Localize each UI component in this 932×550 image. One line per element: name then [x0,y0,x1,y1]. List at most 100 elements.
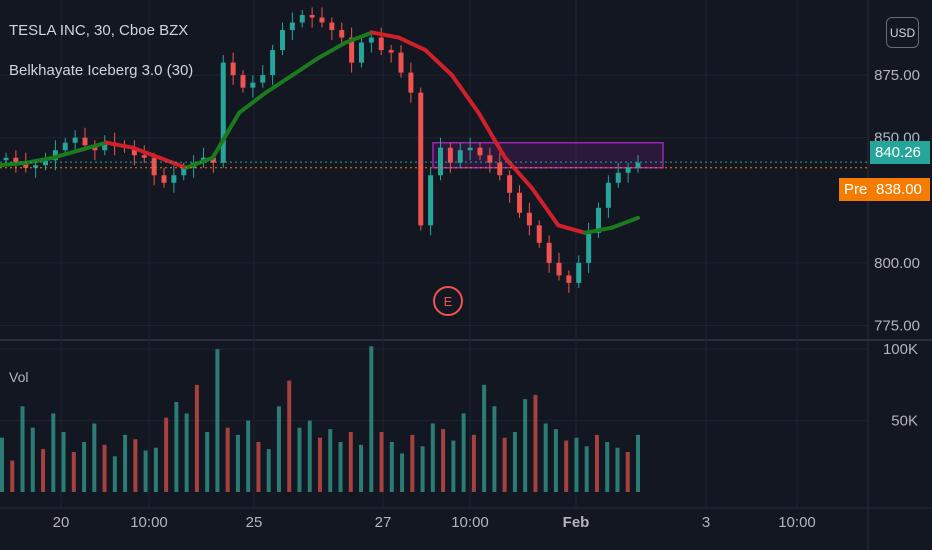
study-title[interactable]: Belkhayate Iceberg 3.0 (30) [9,62,194,79]
volume-bar [256,442,261,492]
volume-bar [430,423,435,492]
volume-bar [266,449,271,492]
candle-body [566,275,572,283]
candle-body [260,75,266,83]
candle-body [349,37,355,63]
volume-bar [215,349,220,492]
candle-body [240,75,246,88]
volume-bar [71,452,76,492]
volume-bar [10,460,15,492]
candle-body [141,155,147,158]
volume-bar [636,434,640,492]
volume-bar [184,413,189,492]
moving-average-segment [343,30,375,45]
volume-bar [194,384,199,492]
moving-average-segment [609,215,640,230]
candle-body [596,207,601,233]
volume-bar [225,427,230,492]
volume-tick-label: 50K [891,413,918,430]
moving-average-segment [263,73,295,95]
candle-body [250,82,256,88]
volume-bars [0,346,640,492]
moving-average-segment [556,223,587,235]
volume-bar [276,406,281,492]
moving-average-segment [0,160,29,168]
moving-average-segment [77,140,109,153]
volume-label[interactable]: Vol [9,369,29,385]
candle-body [102,142,108,151]
volume-bar [369,346,374,492]
volume-bar [338,442,343,492]
moving-average-segment [396,35,428,53]
volume-bar [287,380,292,492]
candle-body [546,242,552,263]
time-tick-label: 10:00 [451,514,489,531]
volume-bar [164,417,169,492]
candle-body [497,162,503,176]
candle-body [329,22,335,31]
candle-body [487,155,493,163]
volume-bar [133,439,138,492]
candle-body [398,52,404,73]
moving-average-segment [104,140,135,150]
time-tick-label: 10:00 [778,514,816,531]
volume-bar [246,420,251,492]
moving-average-segment [290,55,321,78]
volume-bar [574,437,579,492]
candle-body [635,162,641,168]
candle-body [536,225,542,243]
volume-bar [51,413,56,492]
volume-bar [523,399,528,492]
price-candles [3,7,641,293]
volume-bar [615,447,620,492]
candle-body [23,162,29,168]
candle-body [507,175,513,193]
candle-body [280,30,285,51]
candle-body [230,62,236,76]
candle-body [576,262,582,283]
moving-average-segment [210,110,242,160]
volume-bar [451,440,456,492]
moving-average-segment [529,185,561,228]
volume-bar [20,406,25,492]
volume-bar [205,432,210,492]
moving-average-segment [130,145,162,160]
volume-bar [502,437,507,492]
symbol-title[interactable]: TESLA INC, 30, Cboe BZX [9,22,189,39]
time-tick-label: 3 [702,514,710,531]
price-tick-label: 875.00 [874,67,920,84]
candle-body [457,150,463,163]
candle-body [615,172,621,183]
volume-bar [584,446,589,492]
moving-average-segment [503,155,534,190]
moving-average-segment [51,148,82,160]
candle-body [477,147,483,156]
volume-bar [543,423,548,492]
candle-body [82,137,88,146]
candle-body [556,262,562,276]
volume-bar [533,394,538,492]
candle-body [586,232,592,263]
candle-body [33,165,39,168]
candle-body [428,175,434,226]
moving-average-segment [317,40,348,60]
volume-bar [410,434,415,492]
volume-bar [235,434,240,492]
candle-body [270,50,276,76]
candle-body [418,92,424,226]
volume-bar [328,429,333,492]
resistance-zone [432,141,664,169]
currency-button[interactable]: USD [886,17,919,48]
moving-average-segment [449,73,481,115]
volume-bar [420,446,425,492]
volume-bar [512,432,517,492]
earnings-event-marker[interactable]: E [433,286,463,316]
moving-average-segment [423,48,454,78]
candle-body [3,157,9,161]
price-tick-label: 775.00 [874,317,920,334]
volume-bar [30,427,35,492]
volume-bar [359,444,364,492]
volume-bar [318,437,322,492]
volume-bar [594,434,599,492]
